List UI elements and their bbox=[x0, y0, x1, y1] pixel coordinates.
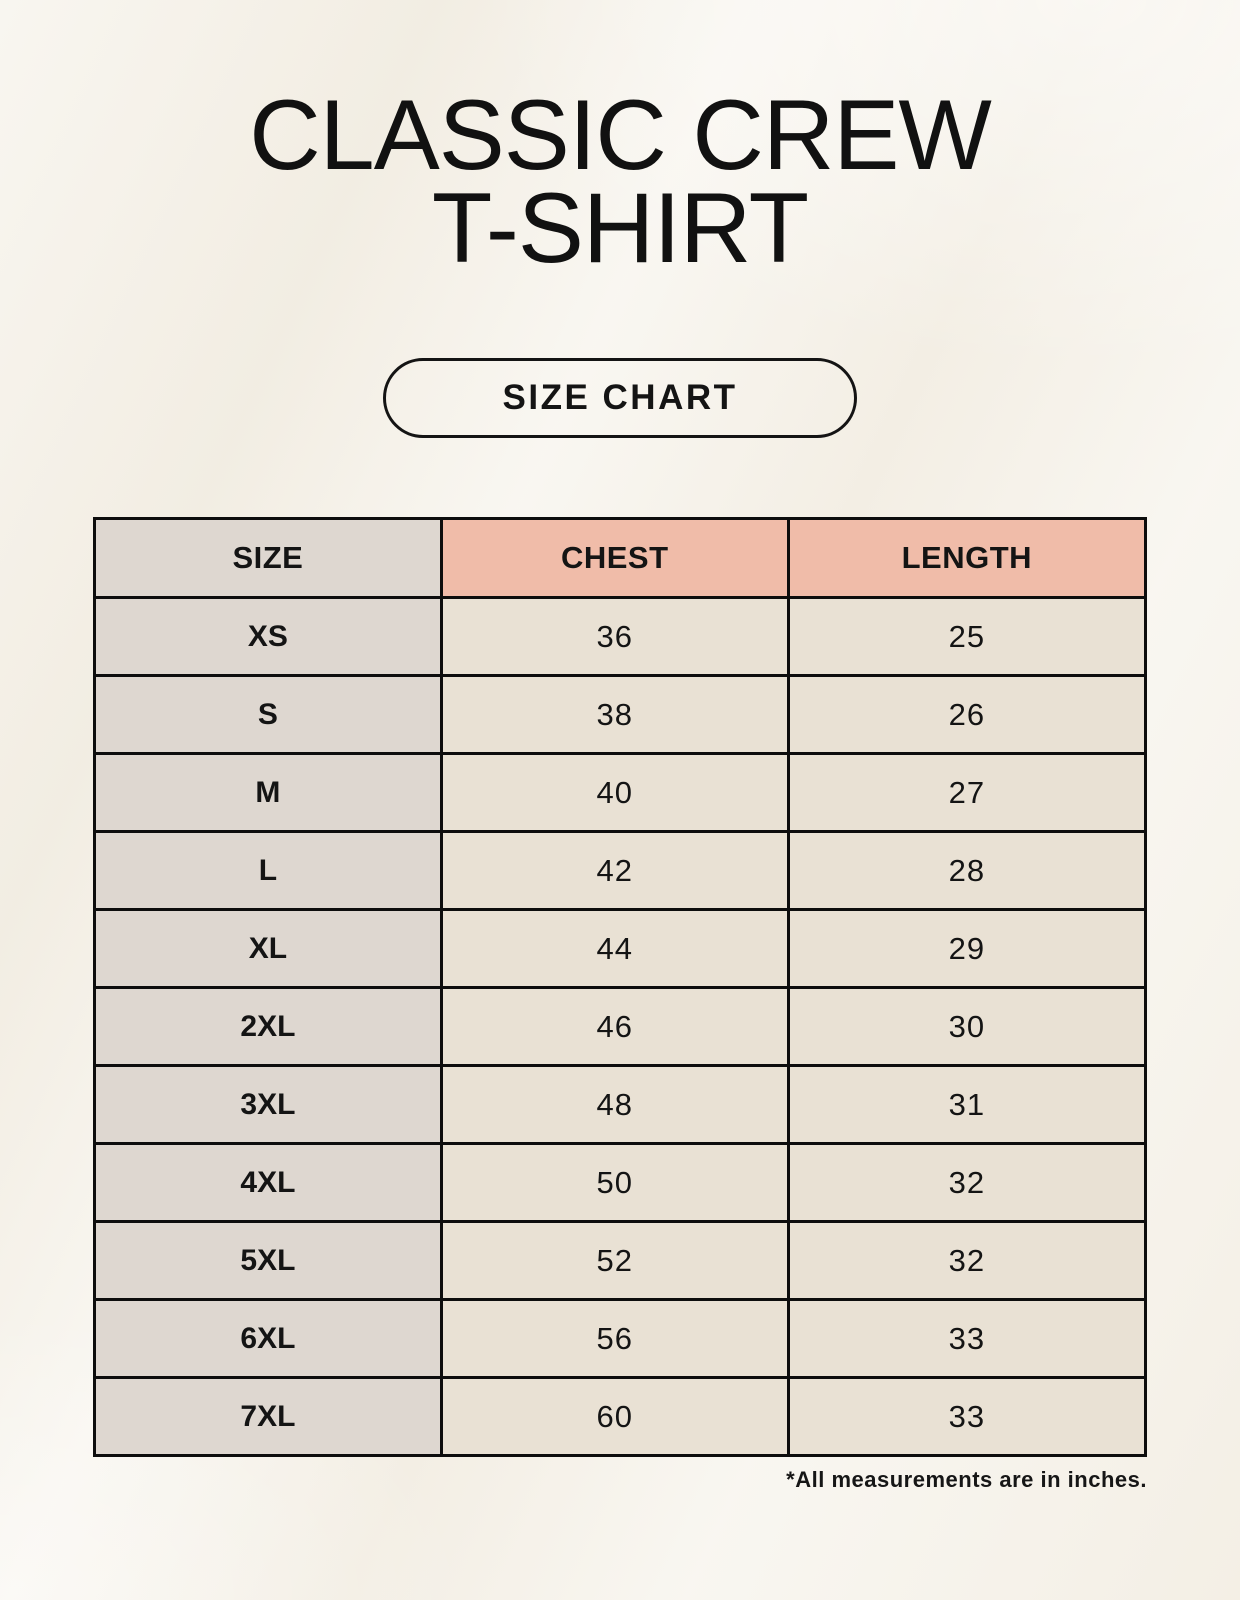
size-label: 6XL bbox=[93, 1298, 443, 1380]
size-label: 7XL bbox=[93, 1376, 443, 1458]
length-value: 33 bbox=[786, 1376, 1148, 1458]
table-row: 4XL 50 32 bbox=[93, 1142, 1148, 1224]
size-label: L bbox=[93, 830, 443, 912]
chest-value: 42 bbox=[439, 830, 790, 912]
chest-value: 52 bbox=[439, 1220, 790, 1302]
column-header-chest: CHEST bbox=[439, 517, 790, 600]
chest-value: 48 bbox=[439, 1064, 790, 1146]
table-row: 6XL 56 33 bbox=[93, 1298, 1148, 1380]
table-row: XS 36 25 bbox=[93, 596, 1148, 678]
chest-value: 46 bbox=[439, 986, 790, 1068]
table-row: 7XL 60 33 bbox=[93, 1376, 1148, 1458]
size-label: 2XL bbox=[93, 986, 443, 1068]
page-title-line1: CLASSIC CREW bbox=[249, 79, 992, 190]
table-header-row: SIZE CHEST LENGTH bbox=[93, 517, 1148, 600]
measurements-footnote: *All measurements are in inches. bbox=[786, 1467, 1147, 1493]
size-label: XS bbox=[93, 596, 443, 678]
table-row: L 42 28 bbox=[93, 830, 1148, 912]
length-value: 26 bbox=[786, 674, 1148, 756]
chest-value: 36 bbox=[439, 596, 790, 678]
chest-value: 56 bbox=[439, 1298, 790, 1380]
length-value: 33 bbox=[786, 1298, 1148, 1380]
footnote-container: *All measurements are in inches. bbox=[93, 1467, 1147, 1493]
table-row: S 38 26 bbox=[93, 674, 1148, 756]
length-value: 30 bbox=[786, 986, 1148, 1068]
table-row: 5XL 52 32 bbox=[93, 1220, 1148, 1302]
chest-value: 50 bbox=[439, 1142, 790, 1224]
size-label: S bbox=[93, 674, 443, 756]
table-row: XL 44 29 bbox=[93, 908, 1148, 990]
size-chart-button-label: SIZE CHART bbox=[502, 378, 738, 418]
column-header-length: LENGTH bbox=[786, 517, 1148, 600]
page-title: CLASSIC CREW T-SHIRT bbox=[249, 79, 992, 284]
table-row: M 40 27 bbox=[93, 752, 1148, 834]
size-label: 3XL bbox=[93, 1064, 443, 1146]
length-value: 29 bbox=[786, 908, 1148, 990]
length-value: 32 bbox=[786, 1220, 1148, 1302]
size-chart-button[interactable]: SIZE CHART bbox=[383, 358, 857, 439]
size-label: XL bbox=[93, 908, 443, 990]
length-value: 31 bbox=[786, 1064, 1148, 1146]
column-header-size: SIZE bbox=[93, 517, 443, 600]
length-value: 27 bbox=[786, 752, 1148, 834]
chest-value: 44 bbox=[439, 908, 790, 990]
size-label: 4XL bbox=[93, 1142, 443, 1224]
page-title-line2: T-SHIRT bbox=[431, 172, 809, 284]
size-label: 5XL bbox=[93, 1220, 443, 1302]
size-chart-table: SIZE CHEST LENGTH XS 36 25 S 38 26 M 40 … bbox=[93, 517, 1148, 1458]
length-value: 28 bbox=[786, 830, 1148, 912]
length-value: 32 bbox=[786, 1142, 1148, 1224]
size-label: M bbox=[93, 752, 443, 834]
chest-value: 60 bbox=[439, 1376, 790, 1458]
table-row: 3XL 48 31 bbox=[93, 1064, 1148, 1146]
chest-value: 38 bbox=[439, 674, 790, 756]
chest-value: 40 bbox=[439, 752, 790, 834]
length-value: 25 bbox=[786, 596, 1148, 678]
table-row: 2XL 46 30 bbox=[93, 986, 1148, 1068]
